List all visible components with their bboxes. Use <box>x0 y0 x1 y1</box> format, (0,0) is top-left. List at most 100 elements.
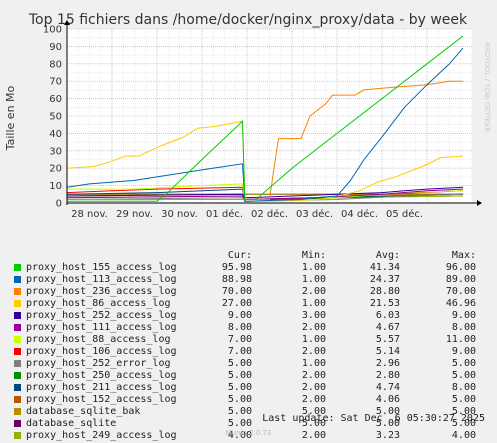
legend-value: 6.03 <box>375 310 400 321</box>
series-line-proxy_host_113_access_log <box>66 47 464 202</box>
legend-value: 7.00 <box>227 346 252 357</box>
legend-swatch <box>14 360 21 367</box>
legend-value: 5.57 <box>375 334 400 345</box>
legend-value: 88.98 <box>221 274 252 285</box>
legend-swatch <box>14 408 21 415</box>
legend-value: 70.00 <box>445 286 476 297</box>
chart-title: Top 15 fichiers dans /home/docker/nginx_… <box>28 12 468 28</box>
legend-value: 5.00 <box>451 358 476 369</box>
legend-series-name: proxy_host_88_access_log <box>26 334 171 345</box>
legend-value: 2.80 <box>375 370 400 381</box>
legend-row: proxy_host_252_error_log 5.00 1.00 2.96 5.00 <box>12 358 490 370</box>
legend-swatch <box>14 276 21 283</box>
y-tick-label: 80 <box>49 59 62 70</box>
legend-series-name: proxy_host_252_error_log <box>26 358 171 369</box>
legend: Cur: Min: Avg: Max: proxy_host_155_access_lo… <box>12 250 490 442</box>
y-axis-label: Taille en Mo <box>4 85 17 151</box>
legend-row: proxy_host_88_access_log 7.00 1.00 5.57 11.0… <box>12 334 490 346</box>
legend-swatch <box>14 312 21 319</box>
y-tick-label: 30 <box>49 146 62 157</box>
legend-series-name: proxy_host_211_access_log <box>26 382 177 393</box>
x-tick-label: 04 déc. <box>341 208 378 220</box>
legend-series-name: proxy_host_250_access_log <box>26 370 177 381</box>
legend-swatch <box>14 300 21 307</box>
x-tick-label: 28 nov. <box>71 209 108 220</box>
legend-value: 5.00 <box>451 418 476 429</box>
legend-value: 5.00 <box>227 418 252 429</box>
legend-value: 9.00 <box>451 310 476 321</box>
legend-value: 89.00 <box>445 274 476 285</box>
legend-series-name: proxy_host_111_access_log <box>26 322 177 333</box>
legend-value: 5.00 <box>375 406 400 417</box>
x-tick-label: 01 déc. <box>206 208 243 220</box>
legend-value: 27.00 <box>221 298 252 309</box>
legend-column-header: Cur: <box>227 250 252 261</box>
legend-row: proxy_host_236_access_log 70.00 2.00 28.80 7… <box>12 286 490 298</box>
legend-value: 4.00 <box>451 430 476 441</box>
legend-value: 1.00 <box>301 334 326 345</box>
x-tick-label: 30 nov. <box>161 209 198 220</box>
legend-value: 2.00 <box>301 346 326 357</box>
legend-swatch <box>14 384 21 391</box>
legend-value: 2.00 <box>301 370 326 381</box>
legend-value: 5.00 <box>227 370 252 381</box>
legend-value: 28.80 <box>369 286 400 297</box>
legend-value: 8.00 <box>451 322 476 333</box>
legend-value: 46.96 <box>445 298 476 309</box>
legend-value: 5.00 <box>227 358 252 369</box>
legend-swatch <box>14 336 21 343</box>
series-line-proxy_host_252_access_log <box>66 186 464 199</box>
y-tick-label: 70 <box>49 77 62 88</box>
legend-series-name: proxy_host_86_access_log <box>26 298 171 309</box>
legend-swatch <box>14 264 21 271</box>
legend-swatch <box>14 348 21 355</box>
munin-version: Munin 2.0.73 <box>225 429 272 437</box>
legend-swatch <box>14 396 21 403</box>
legend-value: 3.23 <box>375 430 400 441</box>
y-tick-label: 50 <box>49 112 62 123</box>
legend-value: 3.00 <box>301 310 326 321</box>
x-axis-arrow <box>477 200 482 206</box>
legend-row: database_sqlite_bak 5.00 5.00 5.00 5.00 <box>12 406 490 418</box>
legend-row: proxy_host_111_access_log 8.00 2.00 4.67 8.0… <box>12 322 490 334</box>
legend-row: proxy_host_249_access_log 4.00 2.00 3.23 4.0… <box>12 430 490 442</box>
legend-swatch <box>14 324 21 331</box>
legend-value: 9.00 <box>451 346 476 357</box>
legend-series-name: proxy_host_236_access_log <box>26 286 177 297</box>
legend-swatch <box>14 432 21 439</box>
y-tick-label: 40 <box>49 129 62 140</box>
legend-value: 5.00 <box>301 406 326 417</box>
y-tick-label: 100 <box>43 25 62 36</box>
legend-value: 5.00 <box>451 406 476 417</box>
y-axis-arrow <box>64 20 70 25</box>
legend-value: 5.00 <box>227 394 252 405</box>
legend-value: 2.00 <box>301 394 326 405</box>
y-tick-label: 0 <box>56 199 62 210</box>
legend-value: 1.00 <box>301 274 326 285</box>
legend-value: 5.00 <box>227 382 252 393</box>
legend-value: 5.00 <box>451 370 476 381</box>
legend-value: 9.00 <box>227 310 252 321</box>
legend-value: 2.00 <box>301 286 326 297</box>
rrdtool-credit: RRDTOOL / TOBI OETIKER <box>483 42 491 132</box>
legend-value: 5.00 <box>451 394 476 405</box>
legend-row: proxy_host_211_access_log 5.00 2.00 4.74 8.0… <box>12 382 490 394</box>
series-lines <box>66 35 464 202</box>
legend-value: 24.37 <box>369 274 400 285</box>
legend-value: 2.00 <box>301 322 326 333</box>
x-tick-label: 03 déc. <box>296 208 333 220</box>
legend-row: proxy_host_155_access_log 95.98 1.00 41.34 9… <box>12 262 490 274</box>
legend-column-header: Min: <box>301 250 326 261</box>
legend-series-name: proxy_host_155_access_log <box>26 262 177 273</box>
grid-lines <box>66 28 473 204</box>
legend-value: 21.53 <box>369 298 400 309</box>
series-line-proxy_host_236_access_log <box>67 80 463 200</box>
legend-row: proxy_host_252_access_log 9.00 3.00 6.03 9.0… <box>12 310 490 322</box>
legend-value: 41.34 <box>369 262 400 273</box>
legend-column-header: Max: <box>451 250 476 261</box>
legend-value: 4.06 <box>375 394 400 405</box>
legend-value: 8.00 <box>227 322 252 333</box>
legend-series-name: proxy_host_252_access_log <box>26 310 177 321</box>
legend-value: 4.67 <box>375 322 400 333</box>
legend-column-header: Avg: <box>375 250 400 261</box>
